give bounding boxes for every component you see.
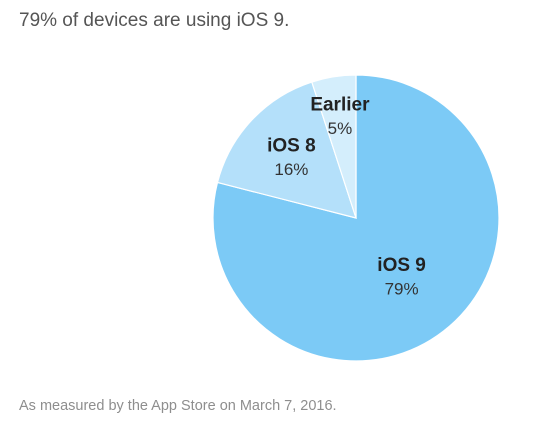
slice-label-earlier: Earlier <box>310 94 370 115</box>
slice-value-ios-9: 79% <box>385 279 419 298</box>
chart-title: 79% of devices are using iOS 9. <box>19 10 290 31</box>
slice-label-ios-9: iOS 9 <box>377 255 426 276</box>
pie-slice-earlier <box>311 74 357 219</box>
slice-value-ios-8: 16% <box>274 160 308 179</box>
slice-label-ios-8: iOS 8 <box>267 135 316 156</box>
footnote: As measured by the App Store on March 7,… <box>19 398 337 414</box>
slice-value-earlier: 5% <box>328 119 353 138</box>
slice-labels: iOS 9 79% iOS 8 16% Earlier 5% <box>267 94 426 298</box>
pie-slices <box>212 74 500 362</box>
pie-slice-ios-8 <box>216 81 357 219</box>
